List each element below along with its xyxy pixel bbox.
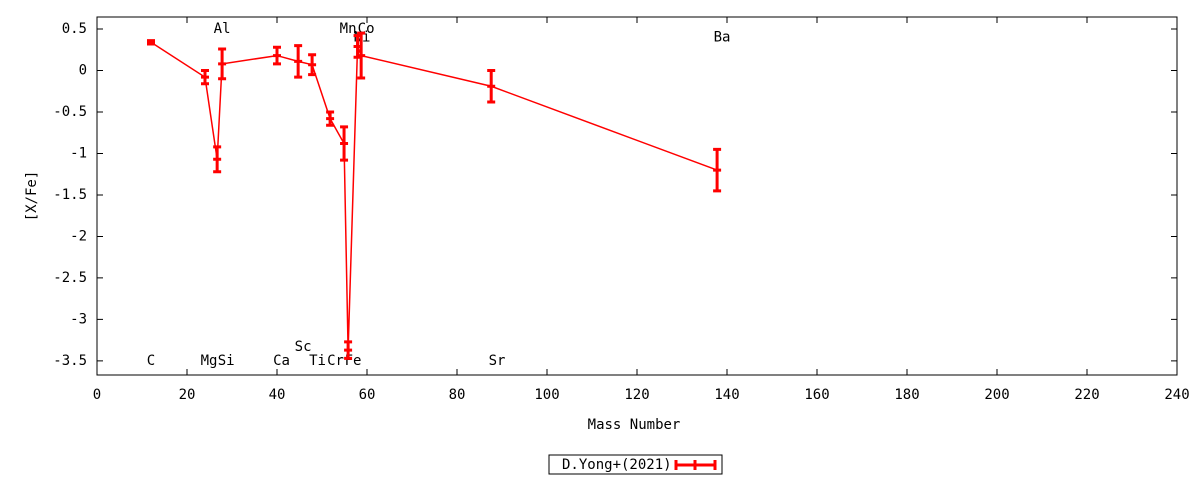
legend-box: [548, 454, 723, 475]
x-tick-label: 80: [449, 387, 466, 403]
annotation: Ti: [309, 353, 326, 369]
y-tick-label: 0: [79, 63, 87, 79]
error-bar: [344, 340, 353, 360]
annotation: Al: [214, 21, 231, 37]
x-tick-label: 180: [894, 387, 919, 403]
error-bar: [273, 45, 281, 66]
error-bar: [340, 125, 349, 162]
annotation: Si: [218, 353, 235, 369]
legend-label: D.Yong+(2021): [562, 457, 672, 473]
x-tick-label: 140: [714, 387, 739, 403]
y-tick-label: -3: [70, 311, 87, 327]
y-tick-label: -0.5: [53, 104, 87, 120]
error-bar: [147, 39, 155, 46]
error-bar: [487, 69, 496, 104]
y-tick-label: -3.5: [53, 353, 87, 369]
annotation: Mn: [340, 21, 357, 37]
annotation: C: [147, 353, 155, 369]
x-tick-label: 60: [359, 387, 376, 403]
error-bar: [213, 145, 222, 174]
y-tick-label: -2.5: [53, 270, 87, 286]
error-bar: [353, 34, 362, 59]
y-axis-label: [X/Fe]: [24, 171, 40, 222]
error-bar: [326, 110, 335, 127]
x-tick-label: 0: [93, 387, 101, 403]
data-line: [150, 41, 718, 351]
y-tick-label: 0.5: [62, 21, 87, 37]
x-tick-label: 240: [1164, 387, 1189, 403]
error-bar: [218, 47, 227, 81]
x-tick-label: 200: [984, 387, 1009, 403]
x-tick-label: 120: [624, 387, 649, 403]
annotation: Sc: [295, 339, 312, 355]
y-tick-label: -1.5: [53, 187, 87, 203]
error-bar: [201, 69, 209, 86]
error-bar: [294, 44, 303, 79]
error-bar: [357, 31, 366, 80]
x-tick-label: 220: [1074, 387, 1099, 403]
y-tick-label: -1: [70, 145, 87, 161]
annotation: Mg: [201, 353, 218, 369]
x-tick-label: 160: [804, 387, 829, 403]
x-tick-label: 40: [269, 387, 286, 403]
annotation: Sr: [489, 353, 506, 369]
x-tick-label: 20: [179, 387, 196, 403]
x-tick-label: 100: [534, 387, 559, 403]
y-tick-label: -2: [70, 228, 87, 244]
x-axis-label: Mass Number: [588, 417, 681, 433]
annotation: Cr: [327, 353, 344, 369]
error-bar: [713, 147, 722, 193]
annotation: Ba: [714, 29, 731, 45]
annotation: Ca: [273, 353, 290, 369]
plot-frame: [96, 16, 1178, 376]
error-bar: [308, 53, 317, 77]
legend-swatch: [674, 460, 717, 470]
